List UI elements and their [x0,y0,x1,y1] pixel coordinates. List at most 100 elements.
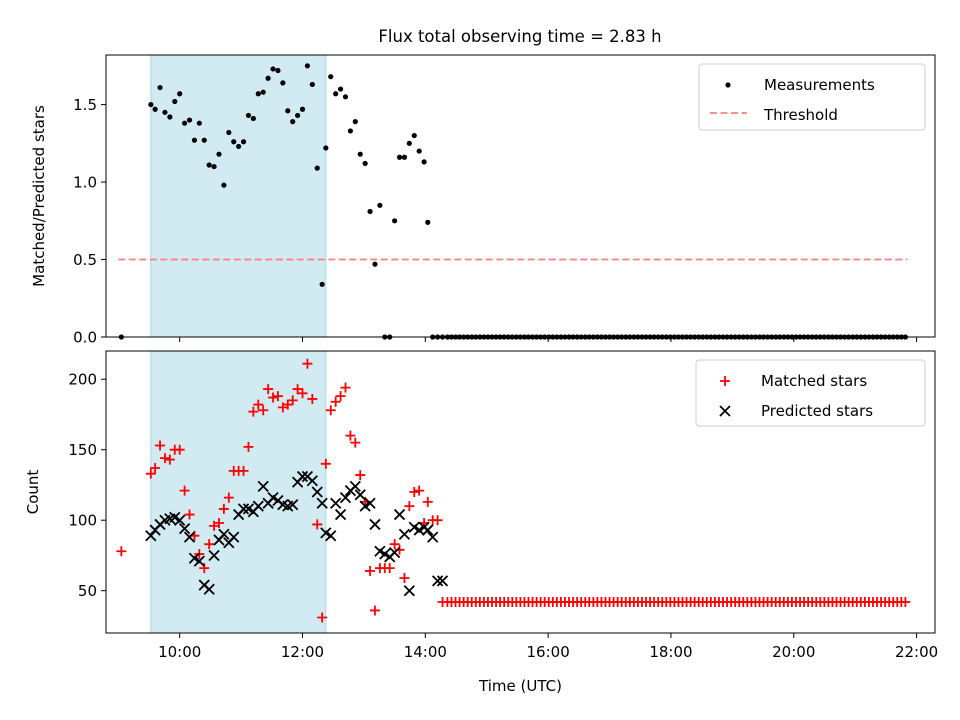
predicted-star-point [403,585,415,597]
matched-star-point [404,501,415,512]
predicted-star-point [287,499,299,511]
matched-star-point [432,515,443,526]
matched-star-point [307,393,318,404]
measurement-point [421,159,427,165]
predicted-star-point [257,480,269,492]
measurement-point [265,75,271,81]
measurement-point [314,165,320,171]
legend-label: Measurements [764,76,875,94]
matched-star-point [350,437,361,448]
measurement-point [290,119,296,125]
y-tick-label: 150 [68,441,97,459]
measurement-point [148,101,154,108]
axes-frame [105,350,936,634]
matched-star-point [384,563,395,574]
predicted-star-point [228,531,240,543]
measurement-point [416,148,422,154]
matched-star-point [409,487,420,497]
matched-star-point [297,388,308,399]
measurement-point [162,109,168,115]
matched-star-point [159,453,170,464]
predicted-star-point [334,508,347,521]
x-tick-label: 20:00 [772,643,815,661]
axes-frame [105,54,936,338]
bottom-panel: 50 100 150 200 10:00 12:00 14:00 16:00 18:00 20:0… [24,350,938,695]
y-tick-label: 100 [68,512,97,530]
measurement-point [362,160,368,167]
x-tick-label: 14:00 [404,643,447,661]
matched-star-point [272,391,283,402]
matched-star-point [213,518,224,529]
predicted-star-point [306,475,318,487]
measurement-point [372,261,378,267]
legend-matched-marker [720,376,730,386]
predicted-star-point [427,531,439,543]
matched-star-point [218,503,229,514]
matched-star-point [145,468,156,479]
measurement-point [299,106,306,112]
measurement-point [250,115,256,122]
measurement-point [392,218,398,224]
matched-star-point [355,470,366,481]
measurement-point [211,163,217,170]
measurement-point [352,119,358,125]
matched-star-point [204,539,215,550]
measurement-point [367,208,373,215]
y-tick-label: 0.0 [73,329,97,347]
measurement-point [280,80,286,86]
matched-star-point [414,485,425,496]
measurement-point [245,112,252,119]
predicted-star-point [174,514,186,526]
matched-star-point [268,392,279,403]
matched-star-point [248,406,259,417]
top-panel: 0.0 0.5 1.0 1.5 Matched/Predicted stars Measu… [30,54,936,347]
measurement-point [347,128,354,134]
y-axis-label: Count [24,470,42,515]
measurement-point [396,154,403,160]
measurement-point [401,154,408,160]
x-tick-label: 22:00 [895,643,938,661]
measurement-point [425,219,431,225]
matched-star-point [422,496,433,507]
measurement-point [342,94,349,100]
measurement-point [323,145,329,151]
x-tick-label: 18:00 [649,643,692,661]
legend-label: Matched stars [761,372,867,390]
predicted-star-point [178,523,191,535]
matched-star-point [258,405,269,416]
matched-star-point [365,565,376,576]
matched-star-point [302,358,313,369]
predicted-star-point [349,480,361,492]
matched-star-point [243,441,254,452]
measurement-point [186,117,193,123]
matched-star-point [238,465,249,476]
predicted-star-point [311,486,323,498]
predicted-star-point [354,489,366,501]
measurement-point [406,140,412,146]
measurement-point [226,129,232,136]
measurement-point [201,137,207,143]
measurement-point [377,202,383,208]
legend: Measurements Threshold [698,63,926,131]
predicted-star-point [208,549,220,562]
measurement-point [270,66,276,72]
predicted-star-point [237,503,250,515]
y-tick-label: 1.5 [73,96,97,114]
matched-star-point [399,573,410,584]
measurement-point [304,63,311,69]
y-tick-label: 1.0 [73,174,97,192]
observing-span-band [150,54,327,338]
measurement-point [357,151,363,157]
legend-box [698,63,926,131]
measurement-point [182,120,188,126]
matched-star-point [116,546,127,557]
matched-star-point [150,463,161,474]
predicted-star-point [388,546,401,559]
measurement-point [177,91,183,97]
legend-measurement-marker [725,82,731,88]
predicted-star-point [398,528,411,540]
matched-star-point [164,454,175,465]
chart-title: Flux total observing time = 2.83 h [378,27,661,46]
measurement-point [196,120,202,126]
matched-star-point [155,440,166,451]
